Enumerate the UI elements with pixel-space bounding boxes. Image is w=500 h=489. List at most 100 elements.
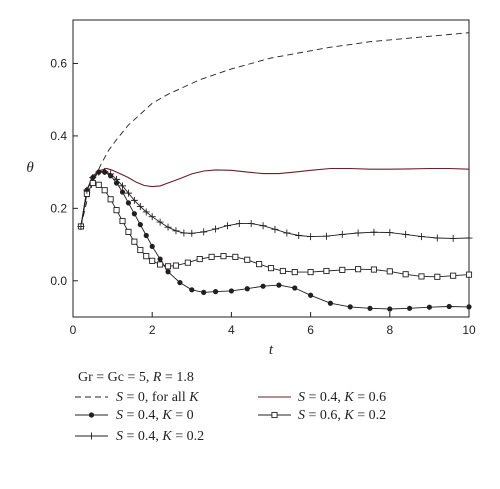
x-axis-label: t xyxy=(269,342,274,358)
series-3-point xyxy=(465,271,473,278)
series-markers xyxy=(77,167,473,312)
legend-label-3: S = 0.6, K = 0.2 xyxy=(298,408,386,423)
series-2-point xyxy=(189,287,195,293)
series-4-point xyxy=(307,233,315,241)
series-2-point xyxy=(113,180,120,186)
series-2-point xyxy=(260,283,266,289)
series-3-point xyxy=(157,261,164,268)
series-3-point xyxy=(386,268,393,275)
series-3-point xyxy=(323,267,330,275)
series-3-point xyxy=(339,266,346,273)
x-tick-label: 4 xyxy=(228,323,235,337)
series-2-point xyxy=(327,300,333,306)
series-4-point xyxy=(200,228,208,236)
series-3-point xyxy=(220,253,227,260)
series-3-point xyxy=(232,253,239,260)
series-4-point xyxy=(295,232,303,240)
series-4-point xyxy=(89,174,97,182)
series-4-point xyxy=(338,230,346,238)
series-2-point xyxy=(228,288,234,294)
x-tick-label: 0 xyxy=(70,323,77,337)
legend: Gr = Gc = 5, R = 1.8 S = 0, for all K S = … xyxy=(75,370,386,444)
series-2-point xyxy=(131,211,137,217)
series-2-point xyxy=(347,304,353,310)
series-4-point xyxy=(386,229,394,237)
legend-marker-4 xyxy=(88,432,95,440)
legend-header: Gr = Gc = 5, R = 1.8 xyxy=(78,370,194,385)
series-3-point xyxy=(172,262,180,269)
series-2-point xyxy=(119,189,126,195)
series-3-point xyxy=(267,265,275,272)
series-2-point xyxy=(367,305,373,311)
series-4-point xyxy=(235,220,243,228)
series-3-point xyxy=(355,266,362,273)
series-2-point xyxy=(212,289,219,295)
series-4-point xyxy=(136,203,144,211)
series-2-point xyxy=(125,200,132,206)
series-3-point xyxy=(164,263,172,270)
series-4-point xyxy=(164,223,172,231)
axis-ticks: 0 2 4 6 8 10 0.0 0.2 0.4 0.6 xyxy=(50,56,476,337)
series-4-point xyxy=(247,220,255,228)
series-3-point xyxy=(89,179,96,187)
series-4-point xyxy=(465,234,473,242)
series-2-point xyxy=(165,269,171,275)
series-4-point xyxy=(402,230,410,238)
series-line-2 xyxy=(80,171,470,310)
series-line-1 xyxy=(80,167,470,227)
legend-marker-3 xyxy=(271,411,278,419)
series-2-point xyxy=(244,286,250,292)
plot-frame xyxy=(72,19,470,318)
series-3-point xyxy=(131,238,138,245)
series-3-point xyxy=(208,253,215,260)
series-3-point xyxy=(418,273,425,280)
legend-label-0: S = 0, for all K xyxy=(116,390,199,405)
x-tick-label: 10 xyxy=(462,323,476,337)
legend-marker-2 xyxy=(88,412,95,418)
legend-label-1: S = 0.4, K = 0.6 xyxy=(298,390,386,405)
series-3-point xyxy=(196,255,203,263)
series-4-point xyxy=(148,213,156,221)
series-3-point xyxy=(137,246,144,254)
series-3-point xyxy=(256,261,263,268)
series-4-point xyxy=(354,229,362,237)
series-4-point xyxy=(101,167,109,175)
series-3-point xyxy=(291,269,298,276)
series-2-point xyxy=(157,256,163,262)
y-axis-label: θ xyxy=(26,160,34,176)
series-2-point xyxy=(276,282,282,288)
series-4-point xyxy=(107,170,115,178)
series-3-point xyxy=(143,253,150,260)
y-tick-label: 0.6 xyxy=(50,56,67,70)
x-tick-label: 2 xyxy=(149,323,156,337)
series-3-point xyxy=(402,271,409,278)
y-tick-label: 0.4 xyxy=(50,129,67,143)
series-4-point xyxy=(223,222,231,230)
series-4-point xyxy=(180,229,188,237)
series-2-point xyxy=(292,285,298,291)
series-2-point xyxy=(149,243,155,249)
series-4-point xyxy=(156,218,164,226)
series-4-point xyxy=(119,182,126,190)
series-4-point xyxy=(142,208,150,216)
series-2-point xyxy=(177,279,183,286)
series-2-point xyxy=(466,304,472,310)
series-3-point xyxy=(113,207,120,214)
legend-label-4: S = 0.4, K = 0.2 xyxy=(116,429,204,444)
series-2-point xyxy=(446,303,452,310)
series-3-point xyxy=(95,181,102,188)
series-3-point xyxy=(149,257,156,264)
series-4-point xyxy=(370,228,378,236)
series-2-point xyxy=(308,292,314,298)
series-4-point xyxy=(283,229,291,237)
series-4-point xyxy=(113,175,121,183)
series-line-0 xyxy=(80,32,470,227)
series-2-point xyxy=(201,289,207,295)
series-3-point xyxy=(434,273,441,280)
series-4-point xyxy=(172,227,180,235)
series-4-point xyxy=(188,229,196,237)
series-2-point xyxy=(407,305,413,311)
legend-label-2: S = 0.4, K = 0 xyxy=(116,408,194,423)
series-3-point xyxy=(307,269,314,276)
series-lines xyxy=(80,32,470,310)
